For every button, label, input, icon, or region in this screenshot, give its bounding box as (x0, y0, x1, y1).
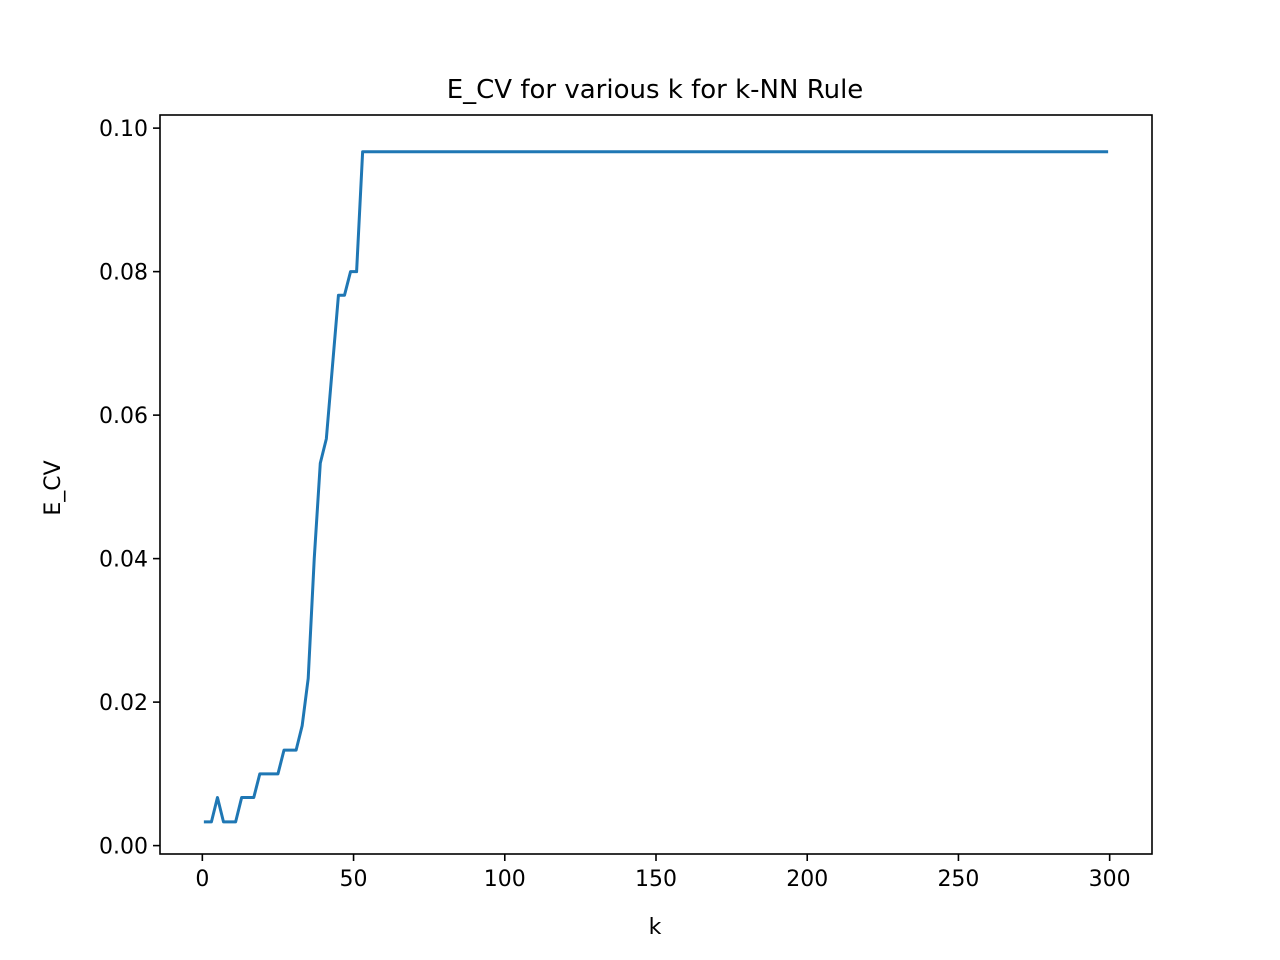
series-layer (203, 150, 1109, 824)
x-axis-label: k (649, 915, 662, 940)
x-tick-label: 250 (937, 867, 979, 892)
x-axis: 0 50 100 150 200 250 300 (195, 854, 1131, 892)
x-tick-label: 200 (786, 867, 828, 892)
y-axis-label: E_CV (41, 460, 66, 515)
y-axis: 0.00 0.02 0.04 0.06 0.08 0.10 (99, 117, 160, 860)
x-tick-label: 50 (340, 867, 368, 892)
axes-frame (159, 114, 1153, 855)
x-tick-label: 150 (635, 867, 677, 892)
x-tick-label: 300 (1089, 867, 1131, 892)
y-tick-label: 0.04 (99, 548, 148, 573)
y-tick-label: 0.10 (99, 117, 148, 142)
series-line (203, 150, 1109, 824)
y-tick-label: 0.06 (99, 404, 148, 429)
x-tick-label: 0 (195, 867, 209, 892)
y-tick-label: 0.08 (99, 261, 148, 286)
x-tick-label: 100 (484, 867, 526, 892)
chart-title: E_CV for various k for k-NN Rule (447, 75, 864, 105)
y-tick-label: 0.02 (99, 691, 148, 716)
y-tick-label: 0.00 (99, 835, 148, 860)
